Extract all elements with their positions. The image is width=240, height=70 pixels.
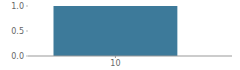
x-axis-line (28, 56, 232, 57)
x-tick-label: 10 (110, 59, 120, 68)
y-tick (26, 31, 28, 32)
chart-container: 0.0 0.5 1.0 10 (0, 0, 240, 70)
y-tick (26, 6, 28, 7)
y-axis: 0.0 0.5 1.0 (11, 2, 28, 61)
bar (54, 6, 178, 56)
x-tick (115, 56, 116, 58)
bars (54, 6, 178, 56)
y-tick-label: 0.5 (11, 27, 24, 36)
y-tick (26, 56, 28, 57)
chart: 0.0 0.5 1.0 10 (0, 0, 240, 70)
y-tick-label: 1.0 (11, 2, 24, 11)
y-tick-label: 0.0 (11, 52, 24, 61)
x-axis: 10 (28, 56, 232, 68)
